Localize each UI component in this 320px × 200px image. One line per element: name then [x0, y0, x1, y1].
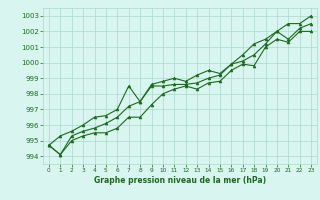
X-axis label: Graphe pression niveau de la mer (hPa): Graphe pression niveau de la mer (hPa): [94, 176, 266, 185]
